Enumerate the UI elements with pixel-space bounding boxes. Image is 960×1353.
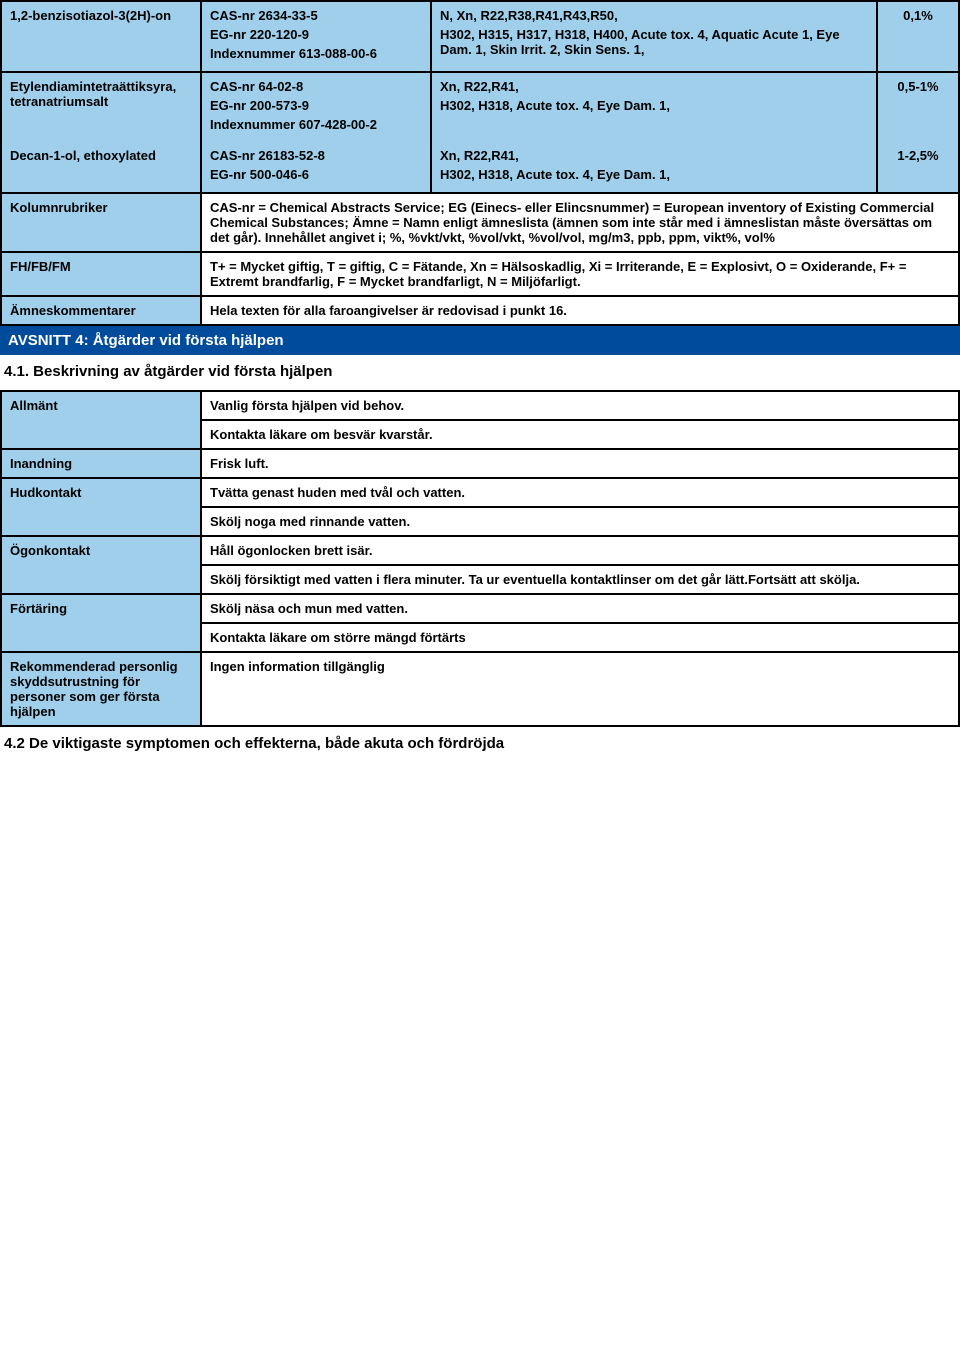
chemical-percent: 1-2,5% bbox=[878, 142, 958, 192]
ingestion-label: Förtäring bbox=[2, 595, 202, 651]
section-4-2-subheader: 4.2 De viktigaste symptomen och effekter… bbox=[0, 727, 960, 762]
hazard-line-1: N, Xn, R22,R38,R41,R43,R50, bbox=[440, 8, 868, 23]
chemical-row: 1,2-benzisotiazol-3(2H)-on CAS-nr 2634-3… bbox=[2, 2, 958, 73]
general-text-2: Kontakta läkare om besvär kvarstår. bbox=[202, 421, 958, 448]
chemical-ids: CAS-nr 2634-33-5 EG-nr 220-120-9 Indexnu… bbox=[202, 2, 432, 71]
eg-label: EG-nr bbox=[210, 27, 246, 42]
chemical-percent: 0,5-1% bbox=[878, 73, 958, 142]
chemical-name: 1,2-benzisotiazol-3(2H)-on bbox=[2, 2, 202, 71]
idx-label: Indexnummer bbox=[210, 46, 295, 61]
substance-comments-text: Hela texten för alla faroangivelser är r… bbox=[202, 297, 958, 324]
ingestion-text-2: Kontakta läkare om större mängd förtärts bbox=[202, 624, 958, 651]
fh-row: FH/FB/FM T+ = Mycket giftig, T = giftig,… bbox=[2, 253, 958, 297]
eg-value: 200-573-9 bbox=[250, 98, 309, 113]
eg-label: EG-nr bbox=[210, 167, 246, 182]
column-headers-label: Kolumnrubriker bbox=[2, 194, 202, 251]
eye-row: Ögonkontakt Håll ögonlocken brett isär. … bbox=[2, 537, 958, 595]
hazard-line-2: H302, H318, Acute tox. 4, Eye Dam. 1, bbox=[440, 98, 868, 113]
cas-value: 2634-33-5 bbox=[258, 8, 317, 23]
chemical-ids: CAS-nr 64-02-8 EG-nr 200-573-9 Indexnumm… bbox=[202, 73, 432, 142]
skin-row: Hudkontakt Tvätta genast huden med tvål … bbox=[2, 479, 958, 537]
cas-value: 64-02-8 bbox=[258, 79, 303, 94]
chemical-name: Etylendiamintetraättiksyra, tetranatrium… bbox=[2, 73, 202, 142]
eye-text-1: Håll ögonlocken brett isär. bbox=[202, 537, 958, 566]
chemical-hazards: Xn, R22,R41, H302, H318, Acute tox. 4, E… bbox=[432, 73, 878, 142]
document-root: 1,2-benzisotiazol-3(2H)-on CAS-nr 2634-3… bbox=[0, 0, 960, 326]
chemical-hazards: Xn, R22,R41, H302, H318, Acute tox. 4, E… bbox=[432, 142, 878, 192]
eye-content: Håll ögonlocken brett isär. Skölj försik… bbox=[202, 537, 958, 593]
ingestion-content: Skölj näsa och mun med vatten. Kontakta … bbox=[202, 595, 958, 651]
chemical-row: Decan-1-ol, ethoxylated CAS-nr 26183-52-… bbox=[2, 142, 958, 194]
fh-label: FH/FB/FM bbox=[2, 253, 202, 295]
ingestion-text-1: Skölj näsa och mun med vatten. bbox=[202, 595, 958, 624]
eye-text-2: Skölj försiktigt med vatten i flera minu… bbox=[202, 566, 958, 593]
chemical-name: Decan-1-ol, ethoxylated bbox=[2, 142, 202, 192]
section-4-1-subheader: 4.1. Beskrivning av åtgärder vid första … bbox=[0, 355, 960, 390]
eg-value: 500-046-6 bbox=[250, 167, 309, 182]
inhalation-row: Inandning Frisk luft. bbox=[2, 450, 958, 479]
skin-text-2: Skölj noga med rinnande vatten. bbox=[202, 508, 958, 535]
cas-label: CAS-nr bbox=[210, 79, 255, 94]
cas-label: CAS-nr bbox=[210, 8, 255, 23]
chemical-percent: 0,1% bbox=[878, 2, 958, 71]
skin-text-1: Tvätta genast huden med tvål och vatten. bbox=[202, 479, 958, 508]
ingestion-row: Förtäring Skölj näsa och mun med vatten.… bbox=[2, 595, 958, 653]
idx-value: 613-088-00-6 bbox=[299, 46, 377, 61]
cas-label: CAS-nr bbox=[210, 148, 255, 163]
inhalation-text: Frisk luft. bbox=[202, 450, 958, 477]
section-4-table: Allmänt Vanlig första hjälpen vid behov.… bbox=[0, 390, 960, 727]
ppe-text: Ingen information tillgänglig bbox=[202, 653, 958, 725]
chemical-hazards: N, Xn, R22,R38,R41,R43,R50, H302, H315, … bbox=[432, 2, 878, 71]
hazard-line-1: Xn, R22,R41, bbox=[440, 79, 868, 94]
general-content: Vanlig första hjälpen vid behov. Kontakt… bbox=[202, 392, 958, 448]
column-headers-text: CAS-nr = Chemical Abstracts Service; EG … bbox=[202, 194, 958, 251]
skin-content: Tvätta genast huden med tvål och vatten.… bbox=[202, 479, 958, 535]
general-label: Allmänt bbox=[2, 392, 202, 448]
eg-value: 220-120-9 bbox=[250, 27, 309, 42]
ppe-label: Rekommenderad personlig skyddsutrustning… bbox=[2, 653, 202, 725]
fh-text: T+ = Mycket giftig, T = giftig, C = Fäta… bbox=[202, 253, 958, 295]
hazard-line-1: Xn, R22,R41, bbox=[440, 148, 868, 163]
general-row: Allmänt Vanlig första hjälpen vid behov.… bbox=[2, 392, 958, 450]
general-text-1: Vanlig första hjälpen vid behov. bbox=[202, 392, 958, 421]
cas-value: 26183-52-8 bbox=[258, 148, 325, 163]
chemical-ids: CAS-nr 26183-52-8 EG-nr 500-046-6 bbox=[202, 142, 432, 192]
inhalation-label: Inandning bbox=[2, 450, 202, 477]
idx-value: 607-428-00-2 bbox=[299, 117, 377, 132]
eg-label: EG-nr bbox=[210, 98, 246, 113]
chemical-row: Etylendiamintetraättiksyra, tetranatrium… bbox=[2, 73, 958, 142]
ppe-row: Rekommenderad personlig skyddsutrustning… bbox=[2, 653, 958, 727]
column-headers-row: Kolumnrubriker CAS-nr = Chemical Abstrac… bbox=[2, 194, 958, 253]
hazard-line-2: H302, H315, H317, H318, H400, Acute tox.… bbox=[440, 27, 868, 57]
idx-label: Indexnummer bbox=[210, 117, 295, 132]
substance-comments-row: Ämneskommentarer Hela texten för alla fa… bbox=[2, 297, 958, 326]
substance-comments-label: Ämneskommentarer bbox=[2, 297, 202, 324]
section-4-header: AVSNITT 4: Åtgärder vid första hjälpen bbox=[0, 326, 960, 355]
eye-label: Ögonkontakt bbox=[2, 537, 202, 593]
skin-label: Hudkontakt bbox=[2, 479, 202, 535]
hazard-line-2: H302, H318, Acute tox. 4, Eye Dam. 1, bbox=[440, 167, 868, 182]
